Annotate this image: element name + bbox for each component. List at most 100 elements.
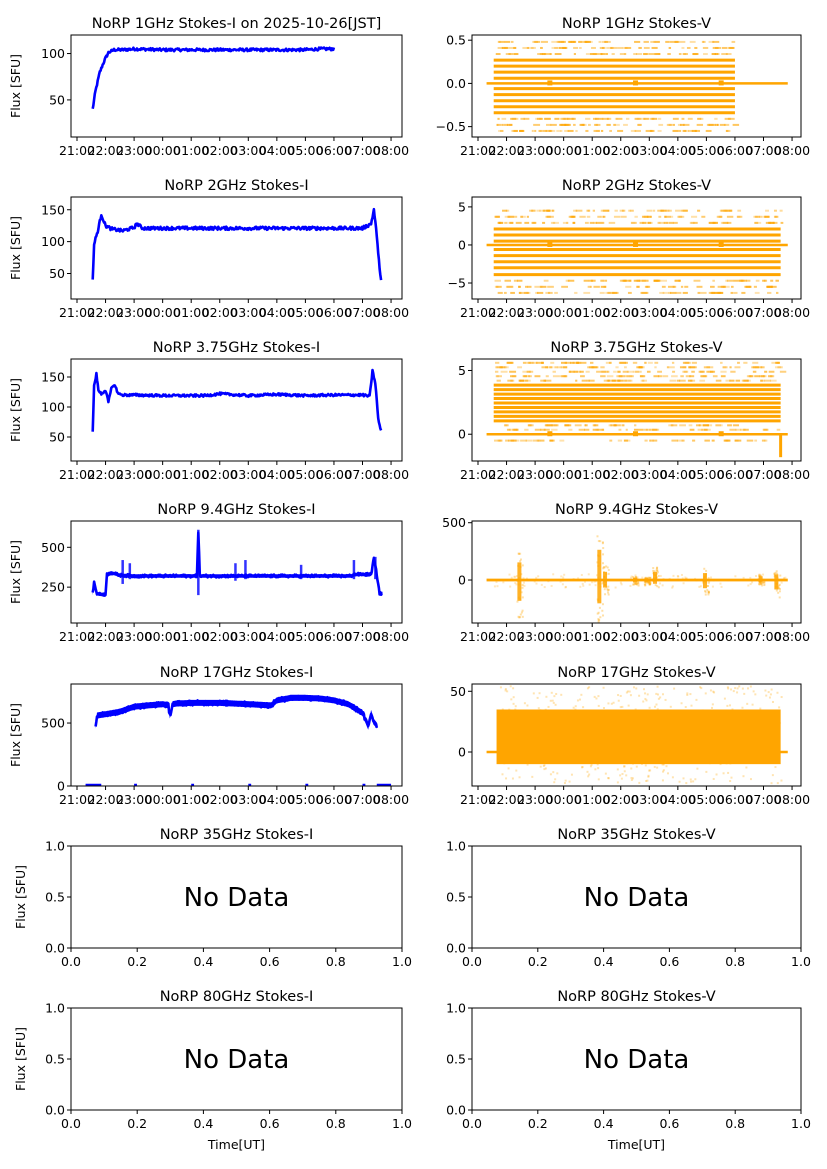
stokes-v-point	[706, 370, 709, 373]
stokes-v-scatter-point	[620, 583, 623, 586]
x-tick-label: 0.8	[326, 954, 346, 969]
stokes-v-point	[640, 291, 648, 294]
stokes-v-burst-point	[518, 577, 521, 580]
stokes-v-point	[747, 379, 751, 382]
stokes-v-point	[572, 361, 580, 364]
stokes-v-scatter-point	[682, 582, 685, 585]
stokes-v-burst-point	[774, 571, 777, 574]
x-tick-label: 06:00	[717, 792, 753, 807]
stokes-v-point	[510, 439, 517, 442]
stokes-v-scatter-point	[776, 782, 779, 785]
stokes-v-scatter-point	[694, 778, 697, 781]
stokes-v-burst-point	[761, 581, 764, 584]
x-tick-label: 06:00	[717, 467, 753, 482]
stokes-v-scatter-point	[765, 694, 768, 697]
stokes-i-series-line	[91, 368, 383, 432]
stokes-v-burst-point	[707, 593, 710, 596]
stokes-v-point	[767, 291, 772, 294]
stokes-v-scatter-point	[602, 706, 605, 709]
stokes-v-point	[600, 215, 604, 218]
stokes-v-point	[497, 117, 500, 120]
stokes-v-scatter-point	[514, 705, 517, 708]
stokes-v-burst-point	[707, 591, 710, 594]
stokes-v-point	[501, 433, 507, 436]
stokes-v-point	[636, 285, 640, 288]
stokes-v-point	[540, 428, 546, 431]
stokes-v-burst-point	[652, 572, 655, 575]
x-tick-label: 0.0	[462, 1116, 482, 1131]
stokes-v-scatter-point	[538, 692, 541, 695]
stokes-v-point	[511, 375, 516, 378]
stokes-v-point	[533, 123, 541, 126]
stokes-v-point	[633, 279, 641, 282]
stokes-v-burst-point	[632, 577, 635, 580]
stokes-v-point	[752, 370, 757, 373]
stokes-v-point	[771, 285, 777, 288]
stokes-v-scatter-point	[730, 776, 733, 779]
stokes-v-scatter-point	[597, 778, 600, 781]
stokes-v-point	[589, 53, 597, 56]
stokes-v-point	[712, 40, 720, 43]
stokes-v-scatter-point	[747, 584, 750, 587]
stokes-v-point	[763, 428, 768, 431]
stokes-v-burst-point	[597, 611, 600, 614]
stokes-v-burst-point	[758, 573, 761, 576]
stokes-v-point	[561, 117, 568, 120]
stokes-v-point	[717, 285, 720, 288]
plot-area	[91, 529, 384, 597]
stokes-v-point	[614, 117, 618, 120]
stokes-v-scatter-point	[512, 696, 515, 699]
stokes-v-burst-point	[606, 589, 609, 592]
y-tick-label: 500	[41, 716, 65, 731]
stokes-v-point	[568, 215, 573, 218]
stokes-v-burst-point	[606, 566, 609, 569]
stokes-v-point	[692, 53, 699, 56]
stokes-v-point	[715, 424, 721, 427]
stokes-v-burst-point	[773, 574, 776, 577]
stokes-v-burst-point	[657, 574, 660, 577]
stokes-v-point	[595, 117, 599, 120]
stokes-v-burst-point	[652, 573, 655, 576]
subplot-1ghz-i: NoRP 1GHz Stokes-I on 2025-10-26[JST]Flu…	[8, 16, 409, 158]
stokes-v-point	[611, 379, 617, 382]
stokes-v-scatter-point	[504, 688, 507, 691]
stokes-v-scatter-point	[553, 695, 556, 698]
x-tick-label: 00:00	[546, 792, 582, 807]
stokes-v-point	[562, 117, 567, 120]
stokes-v-scatter-point	[782, 578, 785, 581]
x-tick-label: 02:00	[603, 467, 639, 482]
stokes-v-point	[534, 285, 540, 288]
stokes-v-point	[764, 439, 768, 442]
stokes-v-burst-point	[637, 584, 640, 587]
stokes-v-point	[597, 215, 602, 218]
stokes-v-point	[559, 375, 563, 378]
y-tick-label: 0.5	[446, 890, 466, 905]
stokes-v-point	[507, 215, 510, 218]
stokes-v-scatter-point	[523, 702, 526, 705]
stokes-v-point	[691, 370, 695, 373]
stokes-v-point	[566, 117, 574, 120]
stokes-v-scatter-point	[712, 579, 715, 582]
stokes-v-scatter-point	[734, 687, 737, 690]
subplot-3.75ghz-v: NoRP 3.75GHz Stokes-V21:0022:0023:0000:0…	[458, 340, 810, 482]
stokes-v-burst-point	[762, 578, 765, 581]
stokes-v-point	[699, 370, 704, 373]
stokes-v-point	[531, 361, 538, 364]
stokes-v-burst-point	[774, 582, 777, 585]
stokes-v-point	[768, 370, 775, 373]
x-tick-label: 08:00	[373, 305, 409, 320]
stokes-v-point	[568, 370, 571, 373]
stokes-v-point	[497, 439, 503, 442]
stokes-v-point	[682, 53, 687, 56]
axes-frame	[70, 845, 403, 949]
y-tick-label: 0.5	[45, 1052, 65, 1067]
stokes-v-burst-point	[644, 583, 647, 586]
stokes-v-scatter-point	[582, 584, 585, 587]
stokes-v-point	[633, 428, 639, 431]
stokes-v-point	[671, 361, 675, 364]
stokes-v-burst-point	[601, 609, 604, 612]
stokes-v-scatter-point	[561, 583, 564, 586]
stokes-v-burst-point	[776, 581, 779, 584]
stokes-v-point	[570, 40, 577, 43]
stokes-v-burst-point	[519, 565, 522, 568]
